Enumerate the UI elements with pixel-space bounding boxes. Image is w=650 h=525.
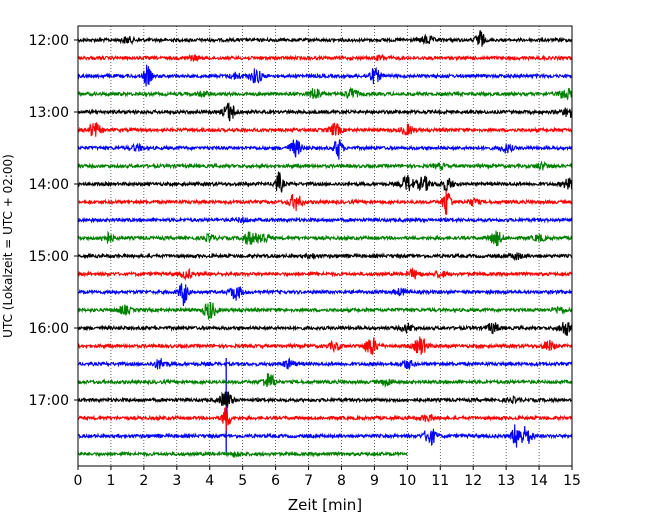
y-tick-label: 15:00 [29, 249, 69, 265]
trace-line [77, 86, 573, 101]
x-tick-label: 3 [172, 473, 181, 489]
trace-line [77, 424, 573, 448]
x-tick-label: 5 [238, 473, 247, 489]
plot-frame [77, 25, 573, 467]
grid-layer [110, 26, 540, 466]
trace-line [77, 283, 573, 307]
y-tick-label: 14:00 [29, 177, 69, 193]
trace-line [77, 64, 573, 87]
x-tick-label: 8 [337, 473, 346, 489]
x-tick-label: 13 [497, 473, 515, 489]
trace-line [77, 267, 573, 282]
x-tick-label: 9 [370, 473, 379, 489]
trace-line [77, 321, 573, 336]
x-tick-label: 11 [431, 473, 449, 489]
trace-line [77, 230, 573, 247]
trace-line [77, 391, 573, 409]
x-tick-label: 2 [139, 473, 148, 489]
x-tick-label: 14 [530, 473, 548, 489]
y-tick-label: 16:00 [29, 321, 69, 337]
x-axis-ticks: 0 1 2 3 4 5 6 7 8 9 10 11 12 13 14 15 [74, 466, 581, 489]
y-axis-ticks: 12:00 13:00 14:00 15:00 16:00 17:00 [29, 33, 78, 409]
trace-line [77, 160, 573, 172]
trace-line [77, 406, 573, 431]
trace-line [77, 190, 573, 215]
trace-line [77, 252, 573, 261]
trace-line [77, 357, 573, 371]
trace-line [77, 53, 573, 62]
x-tick-label: 0 [74, 473, 83, 489]
trace-line [77, 336, 573, 356]
trace-line [77, 216, 573, 225]
trace-layer [77, 30, 573, 459]
trace-line [77, 139, 573, 160]
x-tick-label: 4 [205, 473, 214, 489]
y-axis-label: UTC (Lokalzeit = UTC + 02:00) [1, 154, 15, 338]
trace-line [77, 102, 573, 122]
x-tick-label: 10 [398, 473, 416, 489]
x-tick-label: 15 [563, 473, 581, 489]
trace-line [77, 30, 573, 47]
trace-line [77, 171, 573, 194]
trace-line [77, 122, 573, 137]
trace-line [77, 301, 573, 320]
trace-line [77, 373, 573, 388]
trace-line [77, 450, 408, 459]
x-axis-label: Zeit [min] [288, 496, 362, 514]
y-tick-label: 13:00 [29, 105, 69, 121]
x-tick-label: 6 [271, 473, 280, 489]
x-tick-label: 1 [106, 473, 115, 489]
y-tick-label: 17:00 [29, 393, 69, 409]
x-tick-label: 7 [304, 473, 313, 489]
y-tick-label: 12:00 [29, 33, 69, 49]
x-tick-label: 12 [464, 473, 482, 489]
